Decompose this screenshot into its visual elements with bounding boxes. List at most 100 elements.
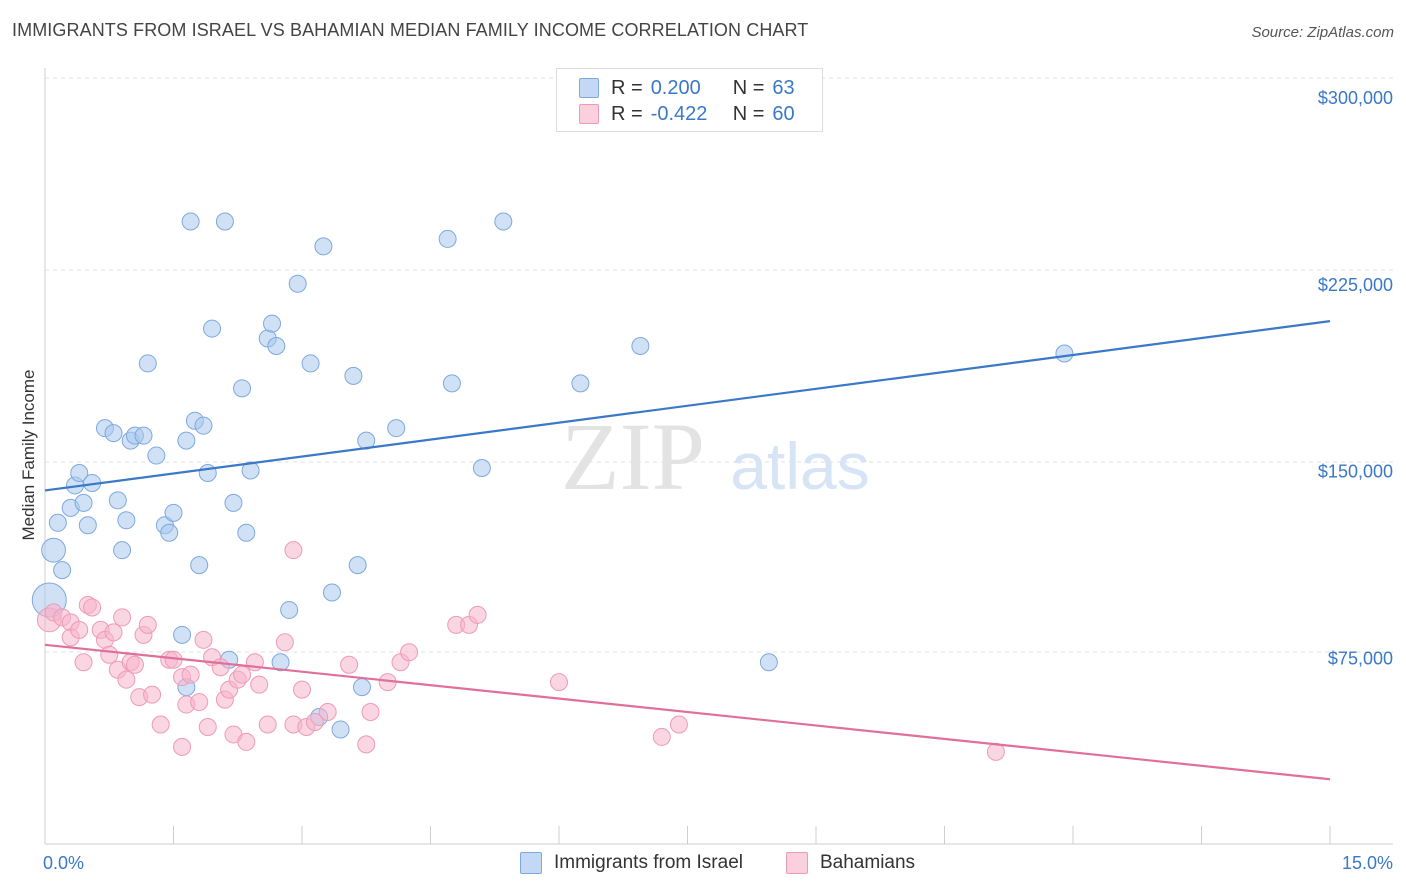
- bottom-israel-swatch: [520, 852, 542, 874]
- y-tick-label: $75,000: [1328, 648, 1393, 668]
- legend-row-israel: R = 0.200 N = 63: [579, 75, 795, 101]
- bahamian-point: [340, 655, 359, 674]
- bahamian-point: [100, 645, 119, 664]
- y-axis-label: Median Family Income: [19, 369, 38, 540]
- bahamian-swatch: [579, 104, 599, 124]
- bahamian-point: [237, 732, 256, 751]
- bahamian-point: [117, 670, 136, 689]
- chart-title: IMMIGRANTS FROM ISRAEL VS BAHAMIAN MEDIA…: [12, 20, 809, 40]
- israel-swatch: [579, 78, 599, 98]
- trend-lines: [44, 320, 1331, 781]
- israel-point: [322, 583, 341, 602]
- bahamian-point: [173, 737, 192, 756]
- bahamian-point: [190, 693, 209, 712]
- bahamian-point: [305, 712, 324, 731]
- israel-point: [48, 513, 67, 532]
- y-tick-label: $300,000: [1318, 88, 1393, 108]
- bahamian-point: [113, 608, 132, 627]
- bahamian-point: [181, 665, 200, 684]
- israel-n-value: 63: [772, 76, 795, 99]
- israel-point: [134, 426, 153, 445]
- israel-point: [138, 354, 157, 373]
- grid-lines: [45, 77, 1393, 653]
- watermark-zip: ZIP: [561, 403, 705, 510]
- bahamian-point: [151, 715, 170, 734]
- bahamian-point: [318, 703, 337, 722]
- bahamian-point: [233, 665, 252, 684]
- bahamian-point: [357, 735, 376, 754]
- bahamian-point: [669, 715, 688, 734]
- israel-point: [438, 229, 457, 248]
- israel-point: [198, 463, 217, 482]
- israel-point: [288, 274, 307, 293]
- israel-point: [113, 541, 132, 560]
- israel-point: [387, 419, 406, 438]
- israel-point: [233, 379, 252, 398]
- israel-n-label: N =: [732, 76, 765, 99]
- israel-point: [1055, 344, 1074, 363]
- israel-point: [472, 459, 491, 478]
- israel-point: [301, 354, 320, 373]
- bahamian-point: [198, 717, 217, 736]
- watermark-atlas: atlas: [730, 429, 869, 503]
- bahamian-point: [138, 615, 157, 634]
- bahamian-point: [83, 598, 102, 617]
- israel-point: [314, 237, 333, 256]
- x-tick-label: 15.0%: [1342, 853, 1393, 873]
- israel-point: [494, 212, 513, 231]
- x-tick-label: 0.0%: [43, 853, 84, 873]
- israel-point: [348, 556, 367, 575]
- bottom-israel-label: Immigrants from Israel: [554, 852, 743, 873]
- israel-r-value: 0.200: [650, 76, 701, 99]
- bahamian-point: [250, 675, 269, 694]
- bahamian-r-value: -0.422: [650, 102, 708, 125]
- watermark: ZIP atlas: [561, 403, 870, 510]
- bahamian-point: [70, 620, 89, 639]
- bottom-legend-bahamian: Bahamians: [786, 852, 915, 874]
- bottom-bahamian-swatch: [786, 852, 808, 874]
- bahamian-point: [400, 643, 419, 662]
- israel-r-label: R =: [611, 76, 643, 99]
- israel-point: [280, 600, 299, 619]
- israel-point: [41, 537, 66, 563]
- series-israel-points: [31, 212, 1074, 739]
- israel-point: [267, 337, 286, 355]
- bahamian-point: [468, 605, 487, 624]
- bahamian-point: [125, 655, 144, 674]
- israel-trend-line: [44, 320, 1331, 492]
- correlation-legend: R = 0.200 N = 63 R = -0.422 N = 60: [556, 68, 823, 132]
- y-tick-labels: $75,000 $150,000 $225,000 $300,000: [1318, 88, 1393, 668]
- israel-point: [263, 314, 282, 333]
- bahamian-point: [194, 630, 213, 649]
- israel-point: [104, 424, 123, 443]
- israel-point: [352, 678, 371, 697]
- israel-point: [190, 556, 209, 575]
- israel-point: [631, 337, 650, 355]
- bahamian-point: [74, 653, 93, 672]
- israel-point: [181, 212, 200, 231]
- israel-point: [74, 493, 93, 512]
- israel-point: [344, 366, 363, 385]
- israel-point: [117, 511, 136, 530]
- source-label: Source: ZipAtlas.com: [1251, 24, 1394, 41]
- bahamian-point: [104, 623, 123, 642]
- axes: [44, 68, 1393, 845]
- bahamian-point: [652, 727, 671, 746]
- israel-point: [224, 493, 243, 512]
- israel-point: [53, 561, 72, 580]
- bahamian-point: [550, 673, 568, 692]
- bottom-bahamian-label: Bahamians: [820, 852, 916, 873]
- israel-point: [70, 463, 89, 482]
- bahamian-point: [284, 541, 303, 560]
- bahamian-r-label: R =: [611, 102, 643, 125]
- israel-point: [203, 319, 222, 338]
- legend-row-bahamian: R = -0.422 N = 60: [579, 101, 795, 127]
- bahamian-point: [143, 685, 162, 704]
- bahamian-point: [361, 703, 380, 722]
- bahamian-point: [293, 680, 311, 699]
- bottom-legend-israel: Immigrants from Israel: [520, 852, 743, 874]
- israel-point: [571, 374, 590, 393]
- bahamian-point: [211, 658, 230, 677]
- israel-point: [271, 653, 290, 672]
